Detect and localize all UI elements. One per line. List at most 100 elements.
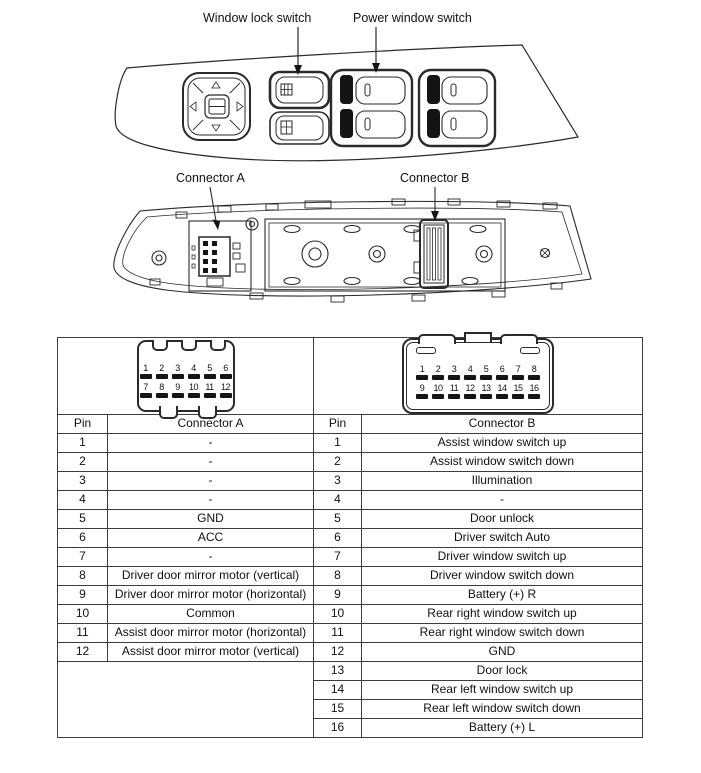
window-lock-button: [268, 70, 331, 110]
connector-pin-5: 5: [203, 363, 216, 379]
connector-pin-4: 4: [463, 364, 477, 380]
connector-pin-11: 11: [203, 382, 216, 398]
pin-slot-bar: [171, 392, 184, 398]
pin-slot-bar: [464, 374, 476, 380]
connector-b-slot: [520, 347, 540, 354]
pin-slot-bar: [432, 374, 444, 380]
pin-slot-bar: [512, 374, 524, 380]
connector-a-pin-cell: 9: [57, 585, 108, 605]
connector-pin-8: 8: [527, 364, 541, 380]
pin-slot-bar: [219, 373, 232, 379]
arrow-to-connector-a: [209, 186, 221, 230]
connector-a-label: Connector A: [176, 171, 245, 185]
connector-a-desc-cell: -: [107, 490, 314, 510]
pin-table-row: 4-4-: [57, 490, 643, 510]
connector-a-pin-cell: 7: [57, 547, 108, 567]
connector-a-pin-row-2: 7 8 9 10 11 12: [139, 382, 233, 398]
connector-a-pin-cell: 10: [57, 604, 108, 624]
pin-slot-bar: [416, 393, 428, 399]
connector-pin-9: 9: [415, 383, 429, 399]
pin-slot-bar: [219, 392, 232, 398]
connector-a-empty-cell: [57, 661, 314, 738]
arrow-to-connector-b: [431, 187, 439, 221]
pin-slot-bar: [171, 373, 184, 379]
pin-table-row: 13 Door lock: [57, 661, 643, 738]
connector-b-pin-cell: 7: [313, 547, 362, 567]
pin-table-row: 6 ACC 6 Driver switch Auto: [57, 528, 643, 548]
connector-b-pin-cell: 10: [313, 604, 362, 624]
pin-slot-bar: [187, 392, 200, 398]
connector-b-pin-cell: 9: [313, 585, 362, 605]
door-lock-button: [269, 111, 330, 145]
pin-number: 12: [465, 382, 475, 393]
pin-table-row: 7-7 Driver window switch up: [57, 547, 643, 567]
pin-slot-bar: [480, 374, 492, 380]
pin-slot-bar: [432, 393, 444, 399]
connector-a-pin-cell: 2: [57, 452, 108, 472]
pin-table-row: 10 Common 10 Rear right window switch up: [57, 604, 643, 624]
pin-slot-bar: [416, 374, 428, 380]
connector-a-desc-cell: -: [107, 433, 314, 453]
pin-table-row: 1-1 Assist window switch up: [57, 433, 643, 453]
panel-clip-tabs: [149, 198, 563, 303]
connector-pin-12: 12: [463, 383, 477, 399]
connector-a-pin-cell: 3: [57, 471, 108, 491]
pin-number: 6: [223, 362, 228, 373]
connector-b-pin-cell: 6: [313, 528, 362, 548]
connector-b-desc-cell: Illumination: [361, 471, 643, 491]
mirror-control-switch: [182, 72, 251, 141]
connector-a-desc-cell: Driver door mirror motor (vertical): [107, 566, 314, 586]
pin-number: 13: [481, 382, 491, 393]
pin-table-row: 16 Battery (+) L: [58, 718, 643, 738]
pin-number: 9: [175, 381, 180, 392]
mirror-right-arrow-icon: [236, 101, 244, 112]
connector-b-desc-cell: Driver switch Auto: [361, 528, 643, 548]
connector-pin-7: 7: [139, 382, 152, 398]
pin-slot-bar: [496, 393, 508, 399]
pin-slot-bar: [512, 393, 524, 399]
pin-slot-bar: [448, 374, 460, 380]
connector-a-tab: [197, 406, 217, 419]
pin-number: 16: [529, 382, 539, 393]
connector-b-pin-cell: 1: [313, 433, 362, 453]
pin-number: 3: [451, 363, 457, 374]
pin-table-row: 12 Assist door mirror motor (vertical) 12 G…: [57, 642, 643, 662]
pin-number: 11: [449, 382, 459, 393]
pin-table-row: 9 Driver door mirror motor (horizontal) 9 B…: [57, 585, 643, 605]
connector-a-desc-cell: Assist door mirror motor (horizontal): [107, 623, 314, 643]
pin-slot-bar: [187, 373, 200, 379]
connector-b-desc-cell: GND: [361, 642, 643, 662]
pin-number: 14: [497, 382, 507, 393]
connector-pin-5: 5: [479, 364, 493, 380]
connector-b-desc-cell: Door lock: [361, 661, 643, 681]
connector-b-desc-cell: Assist window switch up: [361, 433, 643, 453]
pin-header-b: Pin: [313, 414, 362, 434]
mirror-left-arrow-icon: [189, 101, 197, 112]
connector-a-pin-cell: 6: [57, 528, 108, 548]
power-window-switch-front-group: [329, 68, 414, 148]
pin-number: 1: [419, 363, 425, 374]
pin-slot-bar: [203, 373, 216, 379]
pin-number: 4: [191, 362, 196, 373]
connector-pin-10: 10: [431, 383, 445, 399]
connector-pin-3: 3: [171, 363, 184, 379]
connector-a-block: [151, 217, 259, 292]
pin-table-row: 8 Driver door mirror motor (vertical) 8 Dri…: [57, 566, 643, 586]
connector-a-notch: [151, 340, 168, 351]
pin-number: 6: [499, 363, 505, 374]
connector-a-tab: [158, 406, 178, 419]
pin-number: 2: [159, 362, 164, 373]
pin-slot-bar: [203, 392, 216, 398]
pin-table-row: 11 Assist door mirror motor (horizontal) 1…: [57, 623, 643, 643]
connector-b-pin-cell: 13: [313, 661, 362, 681]
connector-b-block: [413, 219, 449, 289]
connector-pin-11: 11: [447, 383, 461, 399]
connector-b-desc-cell: Battery (+) R: [361, 585, 643, 605]
connector-pin-9: 9: [171, 382, 184, 398]
connector-b-header: Connector B: [361, 414, 643, 434]
pin-slot-bar: [139, 392, 152, 398]
pin-number: 5: [483, 363, 489, 374]
connector-a-desc-cell: -: [107, 547, 314, 567]
connector-a-desc-cell: -: [107, 452, 314, 472]
